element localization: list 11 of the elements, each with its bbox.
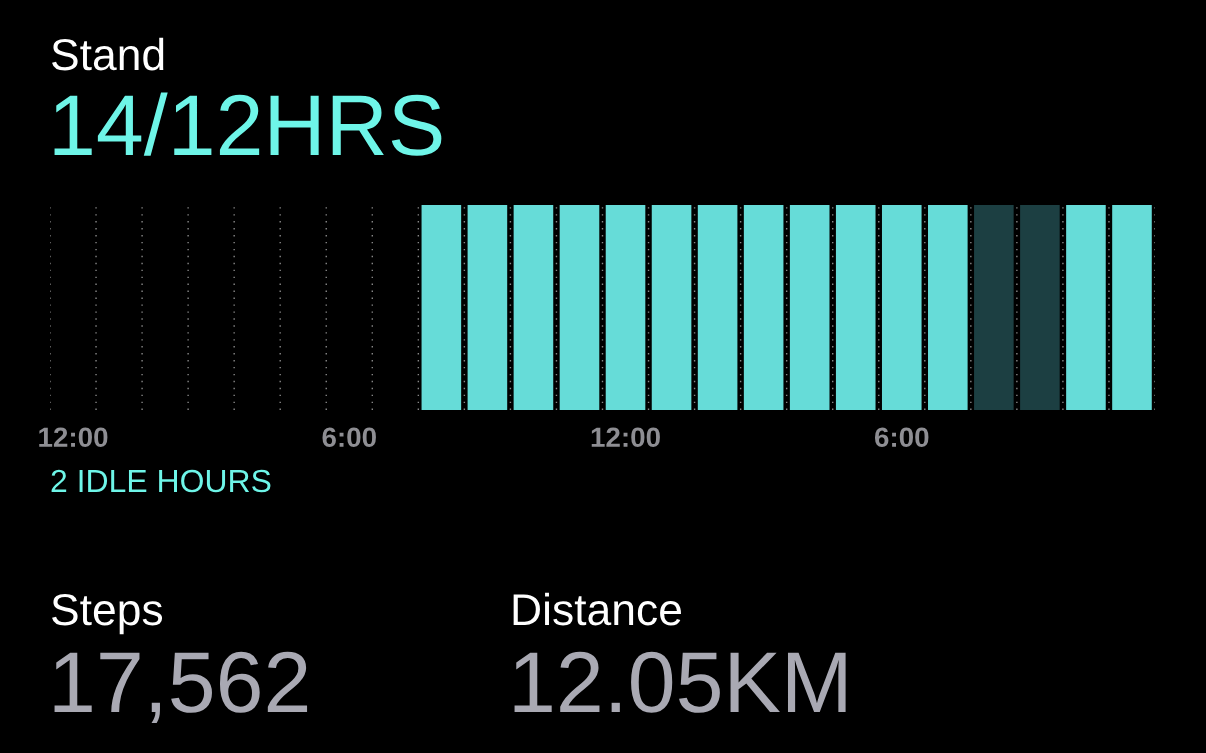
chart-title: Stand	[52, 37, 164, 71]
text: Distance	[513, 592, 681, 626]
chart-subtitle: 14/12HRS	[54, 92, 442, 156]
x-tick-label: 12:00	[39, 427, 108, 448]
x-tick-label: 6:00	[322, 427, 376, 448]
text: 17,562	[54, 651, 308, 724]
text: 12.05KM	[514, 651, 846, 713]
text: Steps	[52, 593, 163, 635]
text: 2 IDLE HOURS	[51, 469, 271, 493]
x-tick-label: 6:00	[874, 427, 929, 448]
x-tick-label: 12:00	[591, 427, 660, 448]
